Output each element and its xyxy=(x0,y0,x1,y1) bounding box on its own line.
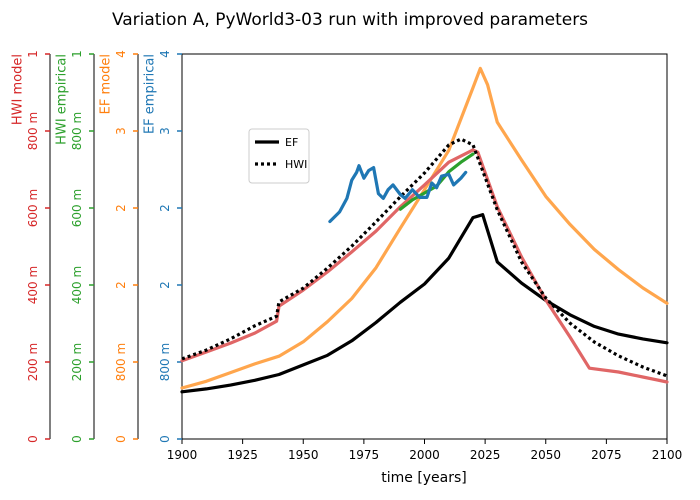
y-tick-label: 0 xyxy=(158,435,172,443)
series-line xyxy=(181,137,668,378)
x-tick-label: 1900 xyxy=(167,448,198,462)
legend-label: HWI xyxy=(285,158,307,171)
x-tick-label: 2025 xyxy=(470,448,501,462)
y-tick-label: 400 m xyxy=(70,266,84,304)
y-tick-label: 3 xyxy=(158,127,172,135)
legend-box xyxy=(248,128,310,184)
y-axis-label: HWI empirical xyxy=(55,54,70,145)
x-axis-label: time [years] xyxy=(381,470,467,486)
x-tick-label: 1975 xyxy=(349,448,380,462)
y-tick-label: 1 xyxy=(26,50,40,58)
y-axis-label: EF empirical xyxy=(143,54,158,134)
legend-label: EF xyxy=(285,136,298,149)
y-tick-label: 600 m xyxy=(26,189,40,227)
chart-title: Variation A, PyWorld3-03 run with improv… xyxy=(112,10,588,30)
y-tick-label: 1 xyxy=(70,50,84,58)
series-line xyxy=(328,164,468,224)
x-tick-label: 2050 xyxy=(530,448,561,462)
x-tick-label: 2000 xyxy=(409,448,440,462)
series-line xyxy=(180,148,669,384)
y-tick-label: 2 xyxy=(114,204,128,212)
y-tick-label: 2 xyxy=(158,204,172,212)
y-tick-label: 4 xyxy=(158,50,172,58)
y-tick-label: 800 m xyxy=(70,112,84,150)
y-tick-label: 2 xyxy=(114,281,128,289)
x-tick-label: 1950 xyxy=(288,448,319,462)
y-tick-label: 200 m xyxy=(26,343,40,381)
y-tick-label: 600 m xyxy=(70,189,84,227)
x-tick-label: 1925 xyxy=(227,448,258,462)
y-tick-label: 800 m xyxy=(114,343,128,381)
series-line xyxy=(180,66,669,390)
y-tick-label: 4 xyxy=(114,50,128,58)
series-line xyxy=(398,152,475,211)
y-tick-label: 800 m xyxy=(158,343,172,381)
series-line xyxy=(180,213,669,394)
y-tick-label: 3 xyxy=(114,127,128,135)
y-tick-label: 0 xyxy=(70,435,84,443)
y-tick-label: 0 xyxy=(114,435,128,443)
y-tick-label: 2 xyxy=(158,281,172,289)
x-tick-label: 2100 xyxy=(652,448,683,462)
x-tick-label: 2075 xyxy=(591,448,622,462)
y-tick-label: 800 m xyxy=(26,112,40,150)
y-axis-label: EF model xyxy=(99,54,114,114)
y-tick-label: 400 m xyxy=(26,266,40,304)
y-axis-label: HWI model xyxy=(11,54,26,125)
y-tick-label: 0 xyxy=(26,435,40,443)
y-tick-label: 200 m xyxy=(70,343,84,381)
